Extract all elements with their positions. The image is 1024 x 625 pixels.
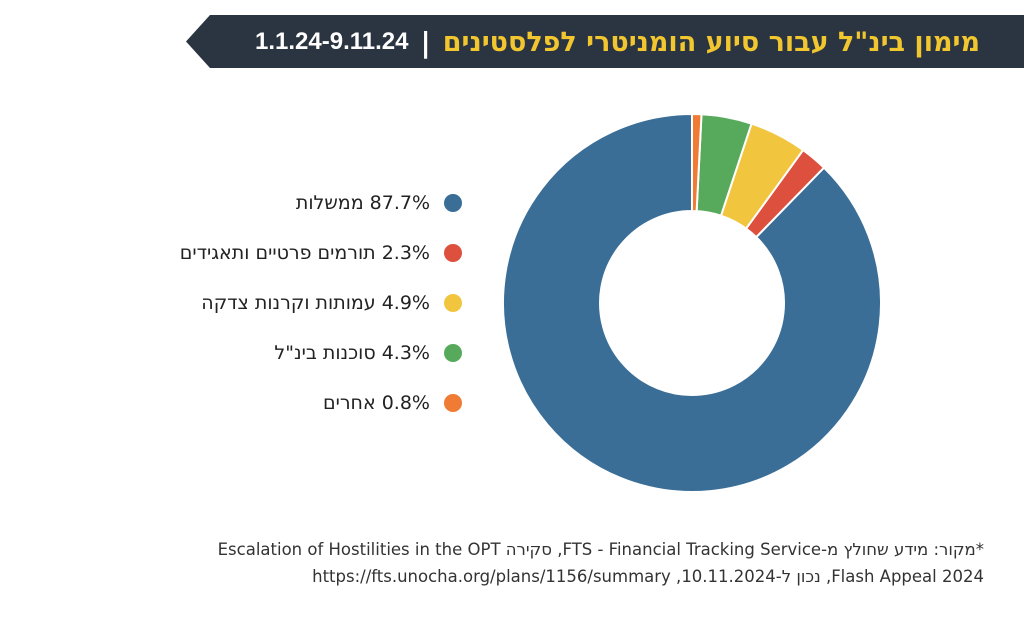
header-banner bbox=[186, 15, 1024, 68]
header-title: מימון בינ"ל עבור סיוע הומניטרי לפלסטינים bbox=[442, 26, 980, 58]
legend-label-ngos-charities: 4.9% עמותות וקרנות צדקה bbox=[201, 291, 430, 314]
slice-others bbox=[691, 112, 703, 213]
legend-label-governments: 87.7% ממשלות bbox=[295, 191, 430, 214]
legend-dot-ngos-charities bbox=[444, 293, 462, 312]
legend-label-private-donors: 2.3% תורמים פרטיים ותאגידים bbox=[179, 241, 430, 264]
legend-label-others: 0.8% אחרים bbox=[322, 391, 430, 414]
header-date-range: 1.1.24-9.11.24 bbox=[255, 28, 409, 55]
slice-governments bbox=[502, 112, 882, 493]
footnote-line-2: Flash Appeal 2024, נכון ל-10.11.2024, ht… bbox=[312, 567, 984, 586]
header-banner-background bbox=[186, 15, 1024, 68]
legend-item-governments: 87.7% ממשלות bbox=[180, 188, 462, 217]
header-title-group: מימון בינ"ל עבור סיוע הומניטרי לפלסטינים… bbox=[255, 22, 980, 62]
header-separator: | bbox=[420, 25, 431, 59]
source-footnote: *מקור: מידע שחולץ מ-FTS - Financial Trac… bbox=[218, 536, 984, 590]
legend-item-private-donors: 2.3% תורמים פרטיים ותאגידים bbox=[180, 238, 462, 267]
footnote-line-1: *מקור: מידע שחולץ מ-FTS - Financial Trac… bbox=[217, 540, 984, 559]
donut-slices bbox=[502, 112, 882, 493]
legend-item-international-agencies: 4.3% סוכנות בינ"ל bbox=[180, 338, 462, 367]
legend-dot-governments bbox=[444, 193, 462, 212]
legend-dot-others bbox=[444, 393, 462, 412]
chart-legend: 87.7% ממשלות 2.3% תורמים פרטיים ותאגידים… bbox=[180, 188, 462, 417]
legend-item-others: 0.8% אחרים bbox=[180, 388, 462, 417]
legend-dot-international-agencies bbox=[444, 343, 462, 362]
legend-item-ngos-charities: 4.9% עמותות וקרנות צדקה bbox=[180, 288, 462, 317]
legend-dot-private-donors bbox=[444, 243, 462, 262]
legend-label-international-agencies: 4.3% סוכנות בינ"ל bbox=[274, 341, 430, 364]
